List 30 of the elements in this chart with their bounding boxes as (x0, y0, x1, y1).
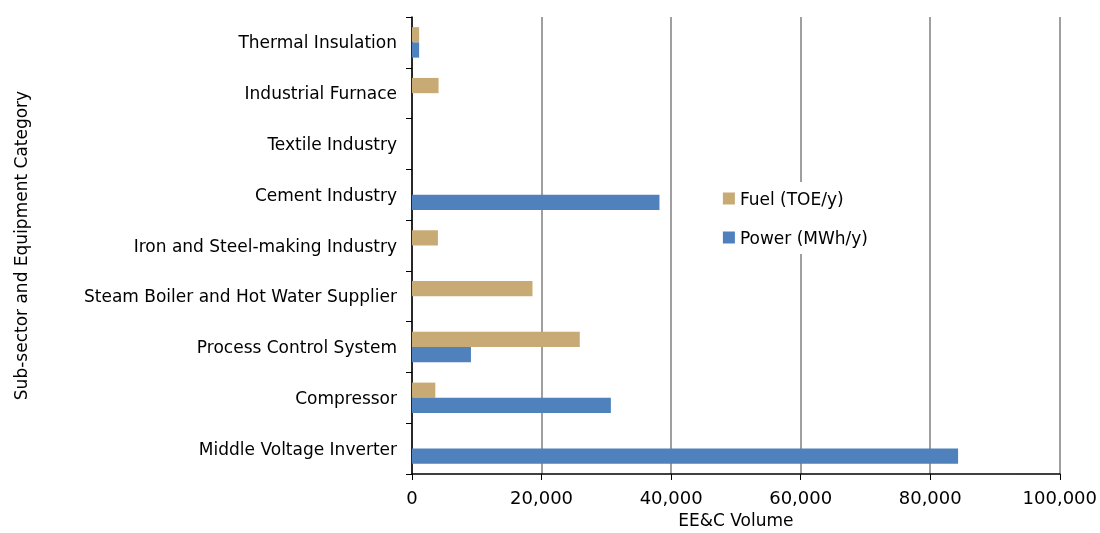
legend-label: Power (MWh/y) (739, 227, 868, 248)
y-tick-label: Industrial Furnace (244, 83, 397, 104)
x-tick-label: 40,000 (639, 486, 703, 508)
y-axis-title: Sub-sector and Equipment Category (10, 90, 31, 401)
x-axis-title: EE&C Volume (678, 509, 794, 530)
bar (412, 281, 533, 297)
bar (412, 230, 438, 246)
y-tick-label: Iron and Steel-making Industry (133, 235, 397, 256)
y-tick-label: Middle Voltage Inverter (198, 438, 398, 459)
y-tick-label: Thermal Insulation (237, 32, 397, 53)
x-tick-label: 80,000 (898, 486, 962, 508)
bar (412, 42, 420, 58)
x-tick-label: 100,000 (1022, 486, 1097, 508)
bar (412, 194, 660, 210)
bar (412, 347, 471, 363)
x-tick-label: 60,000 (769, 486, 833, 508)
bar (412, 331, 580, 348)
y-tick-label: Process Control System (196, 337, 397, 358)
x-tick-label: 20,000 (510, 486, 574, 508)
y-tick-label: Compressor (295, 387, 397, 408)
bar (412, 382, 436, 398)
y-tick-label: Cement Industry (254, 184, 397, 205)
y-tick-label: Textile Industry (266, 133, 397, 154)
x-tick-label: 0 (406, 486, 418, 508)
bar (412, 27, 420, 43)
bar (412, 448, 959, 464)
y-tick-label: Steam Boiler and Hot Water Supplier (84, 286, 398, 307)
legend-label: Fuel (TOE/y) (739, 188, 844, 209)
bar (412, 77, 439, 94)
bar (412, 397, 611, 414)
